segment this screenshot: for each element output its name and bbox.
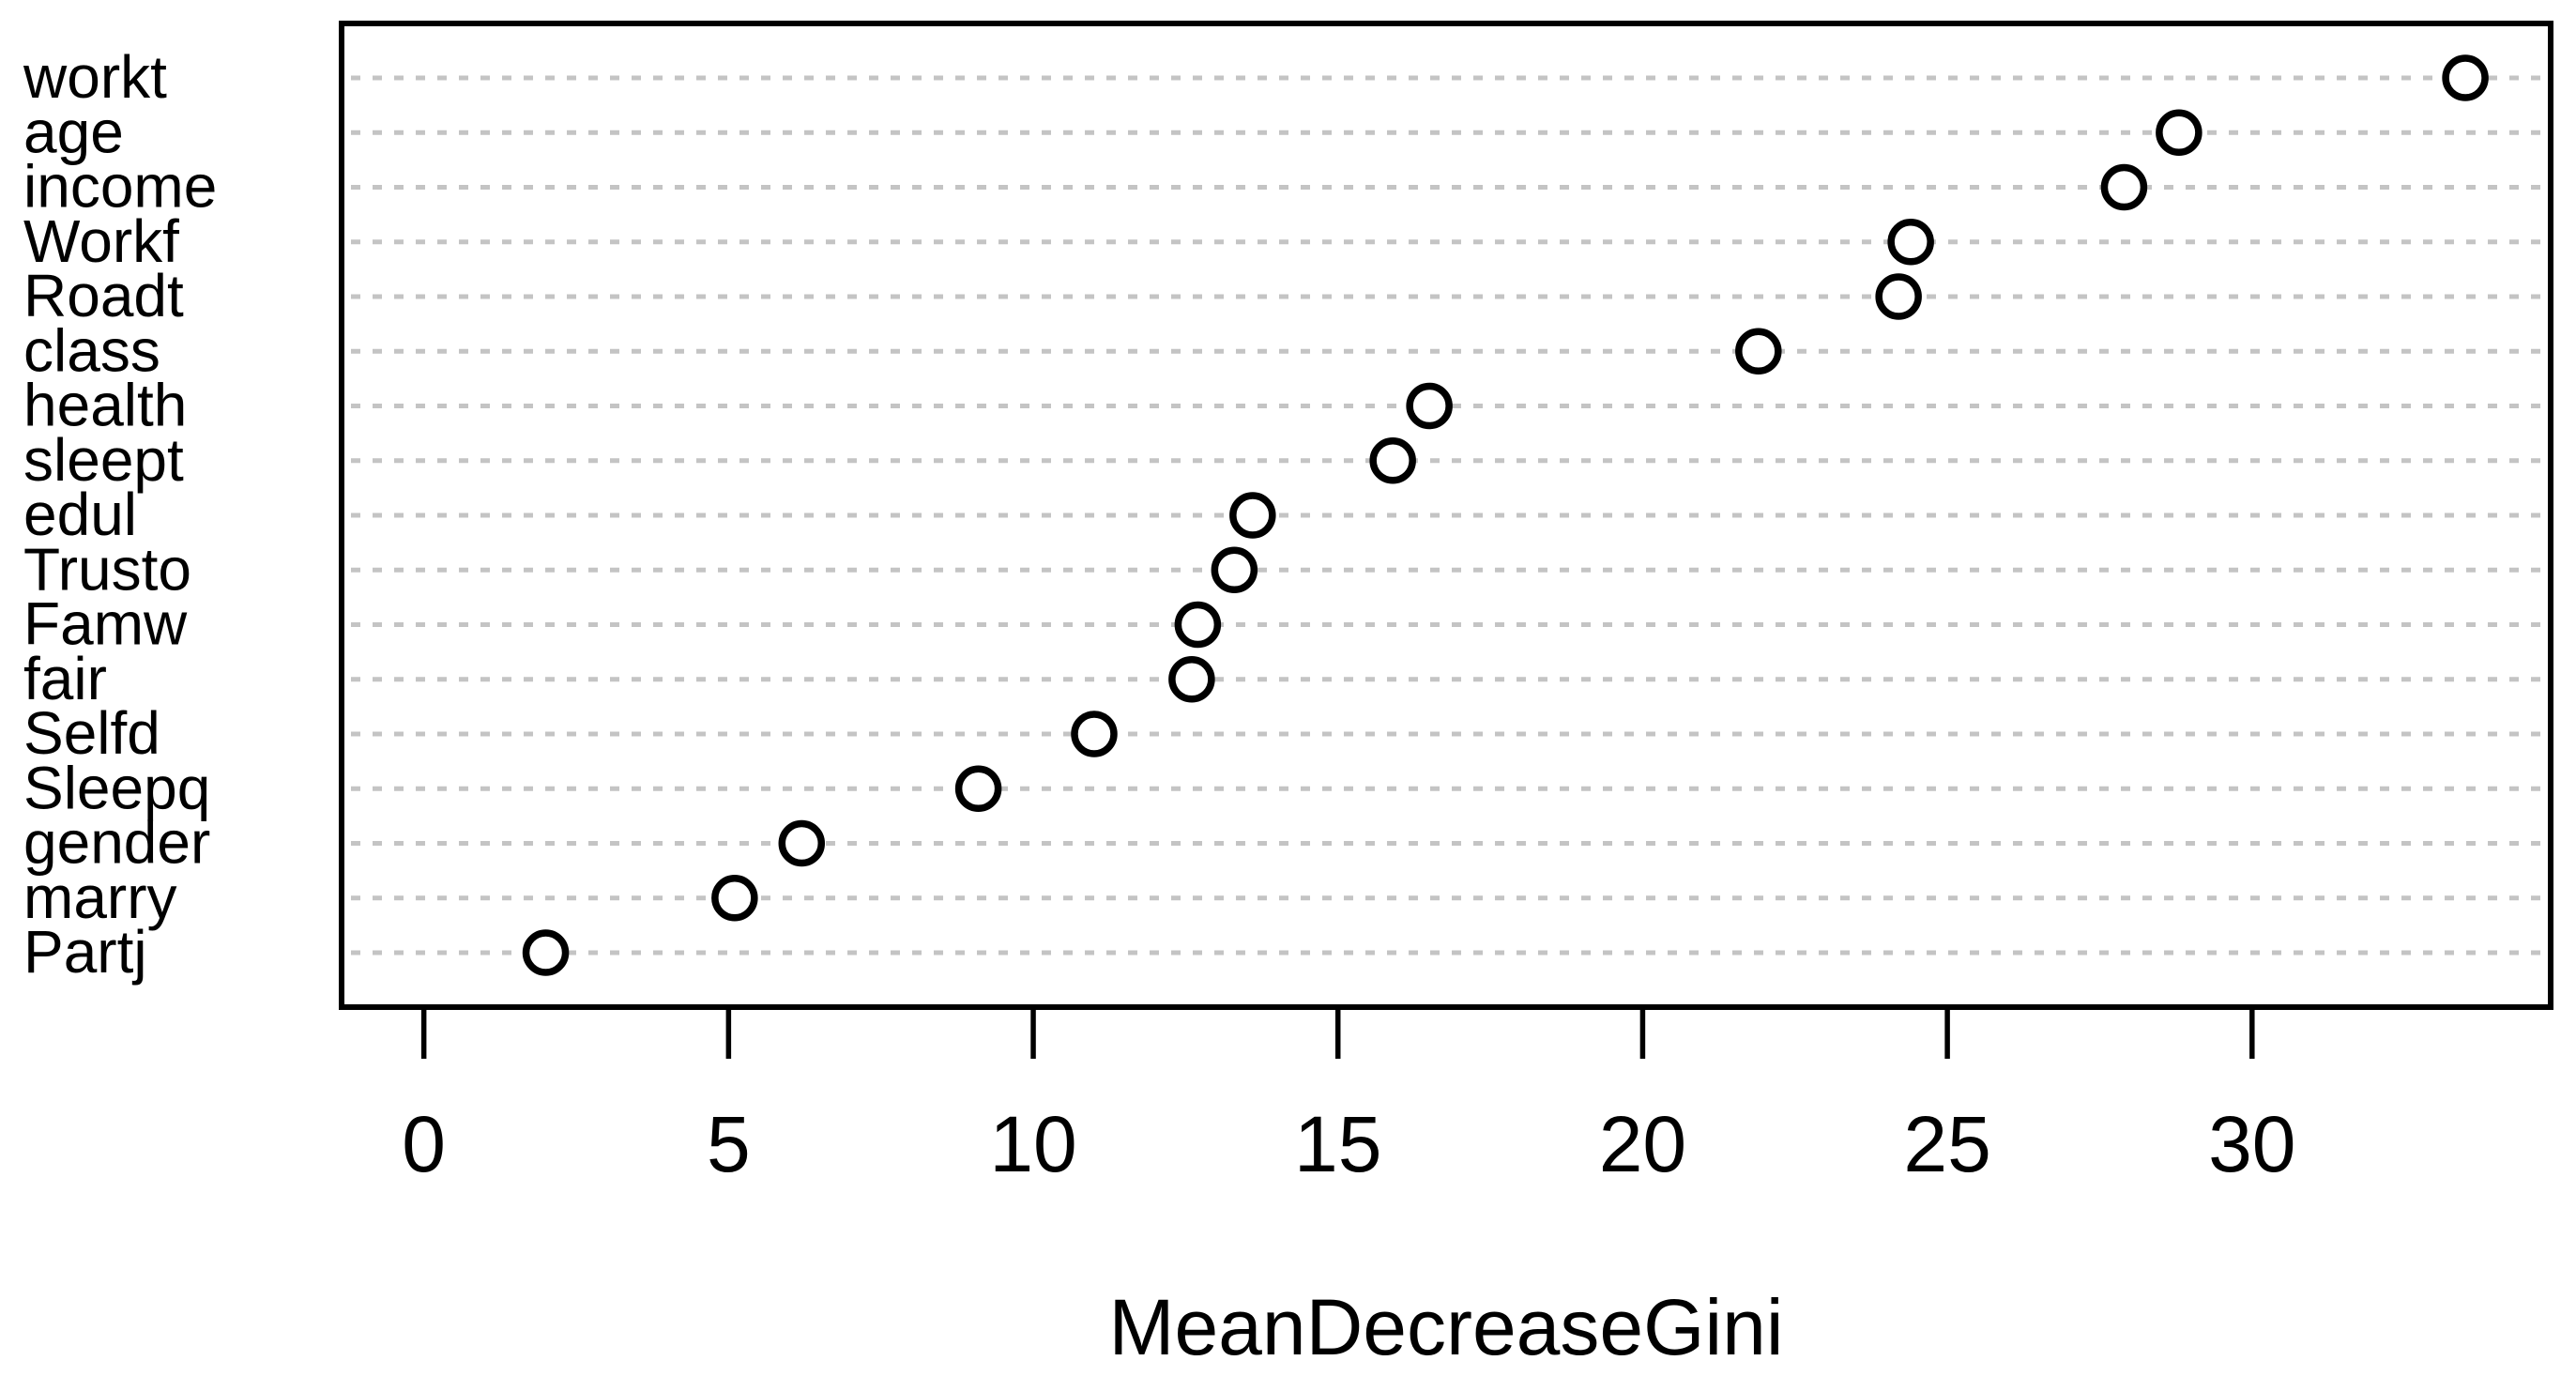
data-point [1071,711,1118,757]
y-axis-label: class [23,316,160,384]
y-axis-label: edul [23,481,137,548]
data-point [1406,382,1453,430]
y-axis-label: Sleepq [23,754,210,821]
y-axis-label: Roadt [23,262,184,329]
x-tick-label: 25 [1903,1100,1990,1188]
data-point [1168,656,1215,703]
data-point [954,765,1002,812]
y-axis-label: fair [23,645,107,712]
data-point [1211,546,1258,593]
data-point [1875,273,1922,320]
x-tick-label: 0 [402,1100,446,1188]
y-axis-label: gender [23,809,210,877]
y-axis-label: income [23,153,217,221]
data-point [2442,54,2489,101]
y-axis-label: Workf [23,207,179,275]
data-point [1229,492,1276,539]
x-axis-title: MeanDecreaseGini [1108,1283,1783,1371]
data-point [2156,109,2203,156]
y-axis-label: workt [23,43,167,111]
y-axis-label: age [23,98,124,165]
y-axis-label: Partj [23,918,147,986]
x-tick-label: 20 [1599,1100,1686,1188]
data-point [1174,601,1222,649]
data-point [1735,328,1782,375]
y-axis-label: sleept [23,426,184,494]
data-point [711,875,758,922]
data-point [1369,437,1416,484]
y-axis-label: Famw [23,590,188,658]
x-tick-label: 5 [707,1100,751,1188]
x-tick-label: 15 [1294,1100,1381,1188]
data-point [2100,163,2148,211]
y-axis-label: Trusto [23,535,191,603]
data-point [778,819,826,867]
y-axis-label: Selfd [23,699,160,767]
plot-box [339,21,2553,1010]
x-tick-label: 10 [989,1100,1076,1188]
x-tick-label: 30 [2208,1100,2295,1188]
data-point [522,929,570,976]
y-axis-label: marry [23,864,177,931]
y-axis-label: health [23,372,187,439]
data-point [1887,219,1934,266]
